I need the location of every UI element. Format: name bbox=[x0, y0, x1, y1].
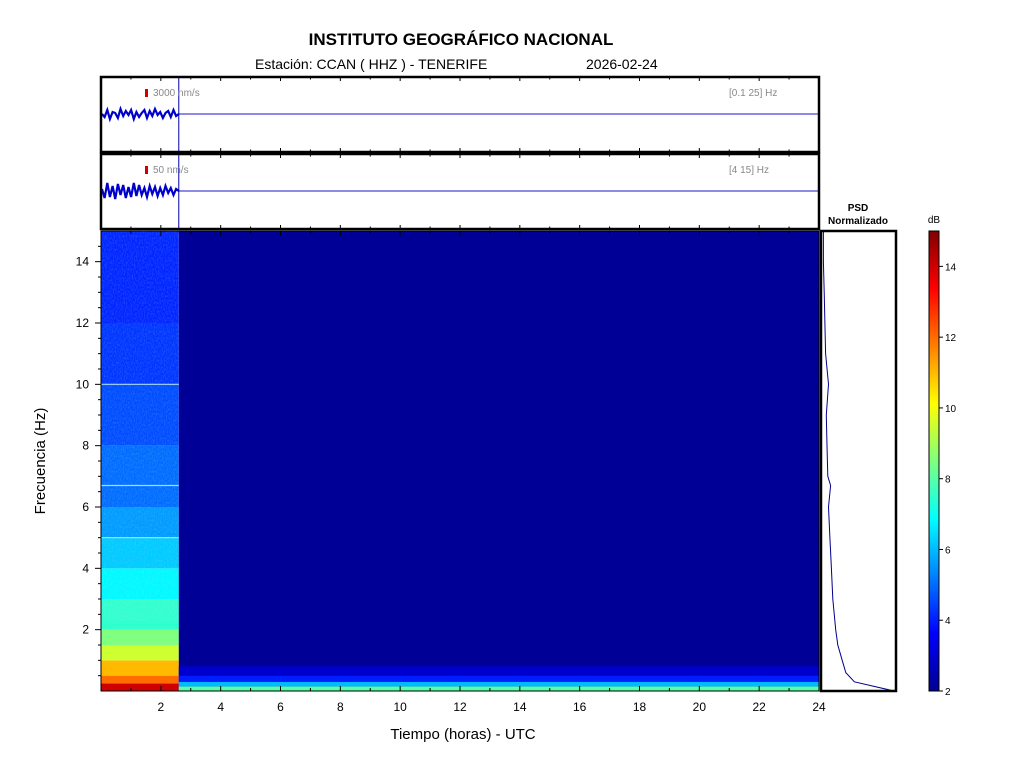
scale-label: 50 nm/s bbox=[153, 165, 189, 176]
colorbar-tick-label: 10 bbox=[945, 404, 957, 415]
y-tick-label: 10 bbox=[76, 377, 90, 391]
x-tick-label: 6 bbox=[277, 700, 284, 714]
date-label: 2026-02-24 bbox=[586, 56, 658, 72]
y-tick-label: 8 bbox=[82, 439, 89, 453]
y-tick-label: 14 bbox=[76, 255, 90, 269]
x-tick-label: 22 bbox=[752, 700, 766, 714]
seismogram-trace bbox=[101, 105, 180, 123]
band-label: [4 15] Hz bbox=[729, 165, 769, 176]
colorbar: dB 2 4 6 8 10 12 14 bbox=[928, 215, 957, 698]
spectrogram-cell-data bbox=[101, 645, 179, 661]
x-tick-label: 20 bbox=[693, 700, 707, 714]
scale-label: 3000 nm/s bbox=[153, 88, 200, 99]
spectrogram-cell-data bbox=[101, 683, 179, 691]
x-tick-label: 8 bbox=[337, 700, 344, 714]
colorbar-unit: dB bbox=[928, 215, 941, 226]
band-label: [0.1 25] Hz bbox=[729, 88, 777, 99]
y-tick-label: 6 bbox=[82, 500, 89, 514]
spectrogram-noise-texture bbox=[101, 231, 179, 621]
spectrogram-cell-nodata-lowband bbox=[178, 675, 819, 682]
spectrogram-cell-data bbox=[101, 629, 179, 645]
y-tick-label: 12 bbox=[76, 316, 90, 330]
scale-marker bbox=[145, 166, 148, 174]
seismogram-panel-broadband: 3000 nm/s [0.1 25] Hz bbox=[99, 75, 821, 154]
x-tick-label: 10 bbox=[393, 700, 407, 714]
x-tick-label: 4 bbox=[217, 700, 224, 714]
colorbar-tick-label: 12 bbox=[945, 333, 957, 344]
psd-curve bbox=[822, 231, 895, 692]
spectrogram-cell-nodata-lowband bbox=[178, 686, 819, 691]
colorbar-tick-label: 4 bbox=[945, 616, 951, 627]
spectrogram-cell-nodata bbox=[178, 231, 819, 691]
psd-title: PSD bbox=[848, 203, 869, 214]
x-tick-label: 14 bbox=[513, 700, 527, 714]
y-tick-label: 4 bbox=[82, 561, 89, 575]
y-axis-label: Frecuencia (Hz) bbox=[32, 408, 49, 515]
x-tick-label: 2 bbox=[157, 700, 164, 714]
figure-title: INSTITUTO GEOGRÁFICO NACIONAL bbox=[309, 30, 614, 49]
spectrogram-cell-data bbox=[101, 660, 179, 676]
scale-marker bbox=[145, 89, 148, 97]
colorbar-tick-label: 6 bbox=[945, 545, 951, 556]
spectrogram-cell-data bbox=[101, 675, 179, 684]
spectrogram-cell-nodata-lowband bbox=[178, 666, 819, 676]
seismogram-panel-filtered: 50 nm/s [4 15] Hz bbox=[99, 152, 821, 231]
station-label: Estación: CCAN ( HHZ ) - TENERIFE bbox=[255, 56, 487, 72]
x-tick-label: 24 bbox=[812, 700, 826, 714]
colorbar-tick-label: 14 bbox=[945, 262, 957, 273]
y-tick-label: 2 bbox=[82, 623, 89, 637]
colorbar-tick-label: 8 bbox=[945, 475, 951, 486]
psd-subtitle: Normalizado bbox=[828, 216, 888, 227]
x-axis-label: Tiempo (horas) - UTC bbox=[390, 726, 535, 743]
colorbar-tick-label: 2 bbox=[945, 687, 951, 698]
x-tick-label: 12 bbox=[453, 700, 467, 714]
spectrogram-cell-nodata-lowband bbox=[178, 681, 819, 687]
x-tick-label: 16 bbox=[573, 700, 587, 714]
psd-panel: PSD Normalizado bbox=[819, 203, 898, 693]
colorbar-gradient bbox=[928, 230, 940, 692]
seismogram-trace bbox=[100, 181, 180, 202]
x-tick-label: 18 bbox=[633, 700, 647, 714]
